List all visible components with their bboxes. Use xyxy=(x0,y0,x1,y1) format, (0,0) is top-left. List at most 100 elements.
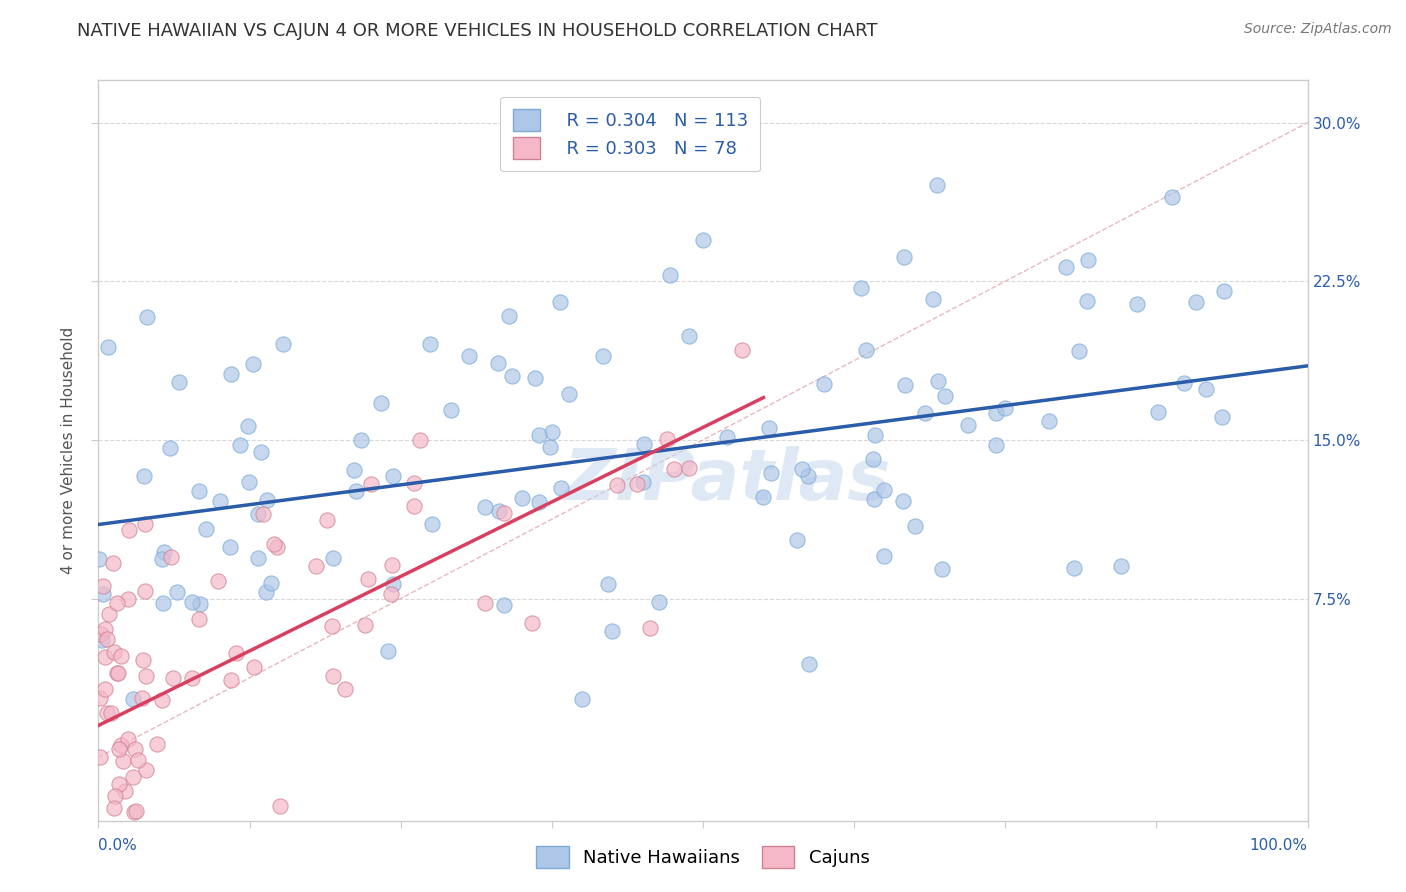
Point xyxy=(122,805,145,819)
Point xyxy=(100,706,122,720)
Point xyxy=(1195,382,1218,396)
Point xyxy=(238,475,260,489)
Point xyxy=(893,250,915,264)
Point xyxy=(855,343,877,358)
Point xyxy=(353,618,375,632)
Point xyxy=(1126,296,1149,310)
Point xyxy=(305,559,328,574)
Point xyxy=(188,597,211,611)
Point xyxy=(494,598,516,612)
Point xyxy=(322,668,344,682)
Point xyxy=(730,343,752,357)
Point xyxy=(786,533,808,548)
Point xyxy=(208,493,231,508)
Point xyxy=(132,653,155,667)
Point xyxy=(520,615,543,630)
Point xyxy=(678,461,700,475)
Point xyxy=(188,612,211,626)
Point xyxy=(1063,561,1085,575)
Point xyxy=(107,596,129,610)
Point xyxy=(122,770,145,784)
Point xyxy=(657,432,679,446)
Point xyxy=(419,336,441,351)
Point xyxy=(409,433,432,447)
Point xyxy=(1038,414,1060,428)
Point xyxy=(89,749,111,764)
Point xyxy=(873,483,896,497)
Point xyxy=(606,477,628,491)
Point xyxy=(90,626,112,640)
Point xyxy=(891,493,914,508)
Point xyxy=(1054,260,1077,275)
Point xyxy=(716,430,738,444)
Point xyxy=(252,507,274,521)
Point xyxy=(550,481,572,495)
Point xyxy=(229,438,252,452)
Point xyxy=(1212,284,1234,298)
Point xyxy=(343,463,366,477)
Point xyxy=(150,551,173,566)
Point xyxy=(112,755,135,769)
Point xyxy=(1185,295,1208,310)
Point xyxy=(862,451,884,466)
Point xyxy=(548,294,571,309)
Point xyxy=(957,418,980,433)
Point xyxy=(335,682,357,697)
Point xyxy=(1161,190,1184,204)
Point xyxy=(638,621,661,635)
Point xyxy=(118,523,141,537)
Point xyxy=(648,595,671,609)
Point xyxy=(107,665,129,680)
Point xyxy=(571,692,593,706)
Point xyxy=(89,838,111,853)
Point xyxy=(321,619,343,633)
Point xyxy=(127,753,149,767)
Point xyxy=(160,550,183,565)
Point xyxy=(370,395,392,409)
Text: 0.0%: 0.0% xyxy=(98,838,138,853)
Point xyxy=(90,834,112,848)
Point xyxy=(134,583,156,598)
Point xyxy=(125,805,148,819)
Point xyxy=(498,309,520,323)
Point xyxy=(527,495,550,509)
Point xyxy=(796,469,818,483)
Point xyxy=(381,558,404,573)
Point xyxy=(1067,343,1090,358)
Point xyxy=(96,706,118,720)
Point xyxy=(108,742,131,756)
Point xyxy=(195,522,218,536)
Point xyxy=(813,377,835,392)
Point xyxy=(752,490,775,504)
Point xyxy=(474,500,496,514)
Point xyxy=(131,691,153,706)
Point xyxy=(1109,558,1132,573)
Point xyxy=(494,506,516,520)
Legend: Native Hawaiians, Cajuns: Native Hawaiians, Cajuns xyxy=(526,835,880,879)
Point xyxy=(457,349,479,363)
Point xyxy=(242,357,264,371)
Point xyxy=(402,476,425,491)
Point xyxy=(167,375,190,389)
Point xyxy=(934,388,956,402)
Point xyxy=(1211,409,1233,424)
Point xyxy=(249,445,271,459)
Point xyxy=(524,370,547,384)
Point xyxy=(105,665,128,680)
Point xyxy=(598,577,620,591)
Point xyxy=(488,504,510,518)
Point xyxy=(863,428,886,442)
Point xyxy=(104,789,127,803)
Point xyxy=(382,576,405,591)
Point xyxy=(315,512,337,526)
Point xyxy=(269,799,291,814)
Point xyxy=(440,403,463,417)
Point xyxy=(135,763,157,777)
Point xyxy=(117,591,139,606)
Point xyxy=(925,178,948,192)
Point xyxy=(984,438,1007,452)
Point xyxy=(761,466,783,480)
Point xyxy=(94,681,117,696)
Point xyxy=(135,668,157,682)
Point xyxy=(510,491,533,505)
